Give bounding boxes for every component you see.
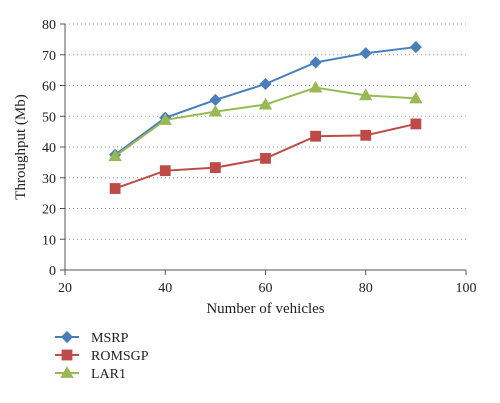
data-point-lar1-30 (108, 149, 122, 162)
data-point-romsgp-30 (109, 183, 121, 194)
legend-entry-msrp: MSRP (55, 330, 129, 346)
data-point-romsgp-70 (310, 130, 322, 142)
legend-label-romsgp: ROMSGP (91, 349, 149, 364)
y-tick-labels: 0 10 20 30 40 50 60 70 80 (42, 18, 56, 279)
y-tick-label-70: 70 (42, 49, 56, 64)
series-romsgp (109, 118, 422, 194)
x-tick-label-40: 40 (158, 281, 172, 296)
y-tick-label-50: 50 (42, 110, 56, 125)
data-point-romsgp-90 (410, 118, 422, 130)
data-point-msrp-90 (409, 40, 422, 54)
legend-label-lar1: LAR1 (91, 367, 126, 382)
data-point-lar1-90 (409, 91, 423, 104)
data-point-lar1-50 (208, 104, 223, 117)
series-lar1 (108, 80, 423, 162)
data-point-msrp-50 (209, 93, 222, 107)
legend-label-msrp: MSRP (91, 331, 129, 346)
data-point-lar1-40 (158, 113, 172, 125)
legend-marker-romsgp (61, 349, 73, 361)
legend: MSRP ROMSGP LAR1 (55, 330, 149, 382)
plot-area (108, 40, 423, 194)
y-tick-label-60: 60 (42, 80, 56, 95)
data-point-lar1-70 (308, 80, 323, 93)
y-tick-label-40: 40 (42, 141, 56, 156)
x-tick-label-60: 60 (259, 281, 273, 296)
y-tick-label-0: 0 (49, 264, 56, 279)
y-tick-label-20: 20 (42, 203, 56, 218)
legend-marker-msrp (60, 330, 74, 344)
x-tick-labels: 20 40 60 80 100 (58, 281, 477, 296)
grid-lines (65, 23, 466, 240)
x-tick-label-80: 80 (359, 281, 373, 296)
y-tick-label-10: 10 (42, 233, 56, 248)
data-point-romsgp-80 (360, 129, 372, 141)
data-point-msrp-80 (359, 47, 372, 60)
data-point-lar1-60 (258, 97, 273, 110)
data-point-msrp-70 (309, 56, 322, 69)
legend-entry-romsgp: ROMSGP (55, 349, 149, 364)
data-point-lar1-80 (359, 88, 373, 101)
axes (60, 23, 467, 275)
data-point-romsgp-50 (209, 162, 221, 174)
legend-entry-lar1: LAR1 (55, 366, 126, 382)
x-axis-title: Number of vehicles (206, 301, 324, 317)
data-point-romsgp-60 (260, 152, 271, 164)
data-point-msrp-60 (259, 77, 272, 91)
x-tick-label-20: 20 (58, 281, 72, 296)
legend-marker-lar1 (60, 366, 74, 378)
y-axis-title: Throughput (Mb) (13, 94, 29, 199)
x-tick-label-100: 100 (456, 281, 477, 296)
y-tick-label-80: 80 (42, 18, 56, 33)
data-point-romsgp-40 (159, 165, 171, 177)
y-tick-label-30: 30 (42, 172, 56, 187)
